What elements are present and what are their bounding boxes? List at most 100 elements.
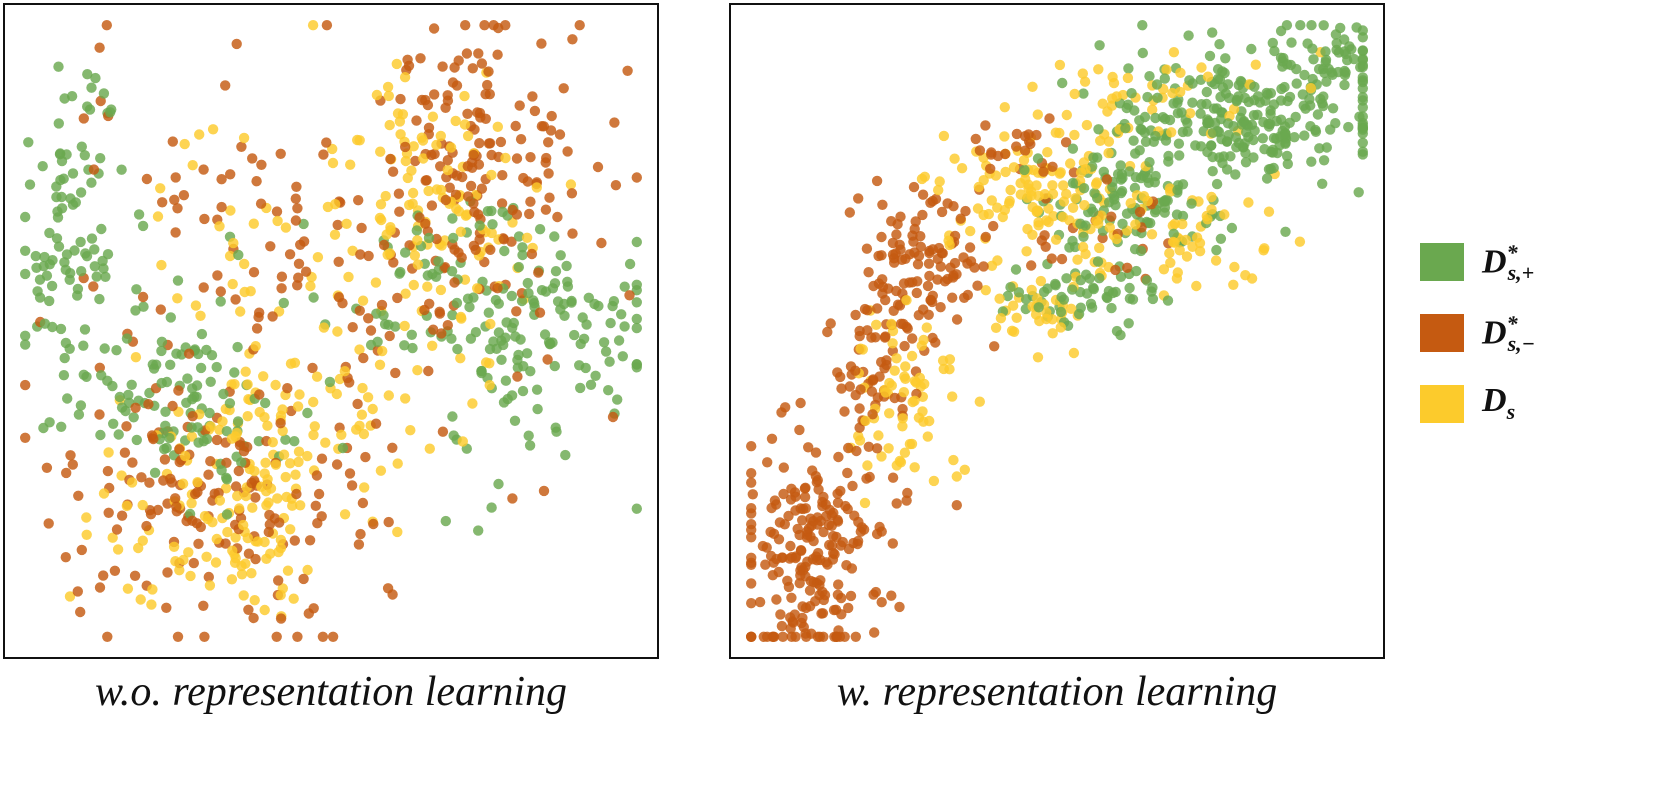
scatter-point-neg [767, 570, 778, 581]
scatter-point-neg [839, 406, 850, 417]
legend-sub: s [1506, 398, 1516, 424]
scatter-point-src [457, 436, 468, 447]
scatter-point-neg [843, 602, 854, 614]
scatter-point-neg [908, 181, 920, 193]
scatter-point-pos [1202, 114, 1213, 125]
scatter-point-src [228, 237, 239, 249]
scatter-point-src [130, 352, 142, 363]
scatter-point-src [938, 130, 950, 142]
scatter-point-pos [76, 266, 87, 277]
scatter-point-pos [95, 153, 106, 164]
scatter-point-neg [60, 552, 71, 563]
scatter-point-pos [400, 247, 411, 258]
scatter-point-src [1069, 88, 1080, 100]
scatter-point-pos [1143, 177, 1154, 188]
scatter-point-src [232, 490, 243, 502]
scatter-point-src [339, 509, 351, 520]
scatter-point-src [416, 132, 427, 143]
scatter-point-src [959, 464, 970, 475]
scatter-point-neg [850, 309, 861, 321]
scatter-point-src [282, 565, 294, 576]
scatter-point-neg [510, 120, 521, 132]
scatter-point-pos [121, 333, 133, 344]
scatter-point-pos [1204, 50, 1216, 62]
scatter-point-pos [75, 187, 87, 198]
scatter-point-neg [805, 513, 816, 524]
scatter-point-src [262, 420, 273, 431]
scatter-point-pos [91, 271, 102, 282]
scatter-point-neg [121, 421, 132, 432]
scatter-point-src [341, 218, 352, 229]
scatter-point-src [462, 130, 474, 142]
scatter-point-src [230, 431, 241, 442]
scatter-point-pos [302, 407, 313, 419]
scatter-point-src [371, 89, 383, 101]
scatter-point-neg [437, 61, 448, 72]
scatter-point-src [385, 225, 396, 236]
scatter-point-neg [426, 200, 438, 211]
scatter-point-pos [1271, 115, 1282, 127]
scatter-point-neg [863, 441, 874, 452]
scatter-point-neg [363, 313, 374, 324]
scatter-point-neg [402, 54, 413, 65]
scatter-point-src [375, 465, 387, 476]
scatter-point-pos [195, 362, 207, 374]
scatter-point-pos [24, 179, 36, 190]
scatter-point-pos [1214, 39, 1225, 50]
scatter-point-neg [72, 586, 84, 597]
scatter-point-neg [1040, 241, 1051, 252]
scatter-point-neg [988, 220, 999, 232]
scatter-point-neg [387, 442, 398, 453]
scatter-point-src [240, 490, 252, 502]
scatter-point-pos [206, 350, 218, 361]
scatter-point-pos [1221, 136, 1233, 147]
scatter-point-src [170, 556, 181, 567]
scatter-point-pos [578, 333, 590, 344]
scatter-point-pos [598, 337, 610, 348]
scatter-point-pos [490, 294, 502, 306]
scatter-point-src [207, 124, 219, 135]
scatter-point-pos [476, 365, 487, 377]
scatter-point-neg [1011, 128, 1023, 140]
scatter-point-src [1175, 67, 1186, 78]
scatter-point-neg [410, 155, 421, 167]
scatter-point-pos [23, 137, 34, 148]
scatter-point-src [259, 604, 270, 616]
scatter-point-src [1174, 245, 1185, 256]
scatter-point-src [871, 319, 882, 330]
scatter-point-pos [1275, 52, 1287, 63]
scatter-point-src [1067, 202, 1079, 213]
scatter-point-neg [790, 491, 801, 502]
scatter-point-src [275, 542, 287, 554]
scatter-point-neg [414, 212, 425, 223]
scatter-point-neg [911, 287, 922, 299]
scatter-point-src [1202, 71, 1214, 82]
scatter-point-neg [480, 89, 491, 100]
scatter-point-src [899, 371, 910, 382]
scatter-point-src [186, 498, 197, 509]
scatter-point-pos [59, 93, 70, 104]
scatter-point-pos [1357, 53, 1368, 65]
scatter-point-pos [1173, 138, 1185, 149]
scatter-point-src [121, 500, 133, 512]
scatter-point-src [412, 259, 424, 270]
scatter-point-neg [172, 631, 184, 642]
scatter-point-src [367, 403, 378, 415]
scatter-point-neg [777, 631, 789, 642]
scatter-point-neg [822, 326, 833, 338]
scatter-point-src [112, 544, 124, 555]
scatter-point-pos [561, 260, 572, 272]
scatter-point-neg [980, 231, 991, 243]
scatter-point-neg [567, 34, 578, 45]
scatter-point-neg [449, 244, 460, 255]
scatter-point-pos [1195, 108, 1206, 119]
scatter-point-neg [474, 138, 485, 149]
scatter-point-src [1167, 87, 1178, 99]
scatter-point-pos [1032, 153, 1044, 164]
scatter-point-pos [499, 245, 510, 257]
scatter-point-neg [851, 445, 862, 457]
scatter-point-neg [275, 418, 286, 429]
scatter-point-neg [892, 219, 903, 230]
scatter-point-pos [1164, 114, 1176, 126]
scatter-point-src [412, 365, 423, 376]
